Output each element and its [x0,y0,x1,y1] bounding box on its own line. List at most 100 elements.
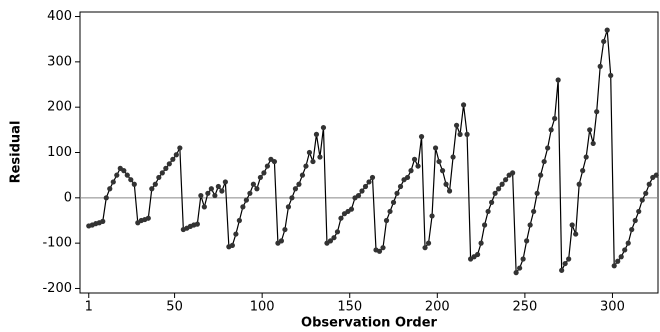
data-point [622,247,628,253]
data-point [482,222,488,228]
data-point [618,254,624,260]
data-point [121,168,127,174]
data-point [289,195,295,201]
data-point [474,251,481,258]
data-point [292,186,299,192]
data-point [306,149,313,156]
data-point [432,145,439,151]
data-point [436,158,442,165]
data-point [548,127,554,133]
data-point [198,192,204,199]
data-point [243,197,249,203]
data-point [369,174,376,181]
data-point [545,145,551,151]
data-point [327,238,334,244]
x-tick-label: 300 [600,300,625,315]
data-point [594,109,600,115]
data-point [103,195,109,201]
data-point [559,267,565,273]
data-point [611,263,617,269]
data-point [590,140,596,147]
data-point [566,256,572,262]
data-point [299,172,306,178]
data-point [397,183,404,190]
data-point [236,217,242,224]
data-point [254,186,260,192]
data-point [429,213,435,219]
data-point [562,260,568,267]
data-point [376,248,383,254]
series-line [88,29,657,275]
data-point [439,168,446,174]
y-tick-label: 200 [47,100,72,115]
data-point [355,192,362,199]
data-point [205,190,211,196]
y-tick-label: 0 [64,190,72,205]
data-point [387,208,393,215]
data-point [233,231,239,237]
data-point [152,181,158,187]
data-point [194,221,200,227]
data-point [653,172,659,178]
data-point [257,174,264,181]
data-point [569,222,575,228]
data-point [156,174,162,181]
data-point [107,186,113,192]
data-point [366,179,372,185]
data-point [296,181,302,187]
data-point [334,229,341,235]
data-point [404,174,411,181]
x-tick-label: 150 [337,300,362,315]
data-point [240,204,246,210]
data-point [646,181,652,187]
data-point [131,181,137,187]
data-point [576,181,582,187]
data-point [317,154,323,160]
data-point [524,238,530,244]
data-point [608,72,614,79]
data-point [457,131,463,137]
data-point [531,208,537,215]
data-point [453,122,460,128]
x-axis-title: Observation Order [301,316,438,331]
y-axis-title: Residual [9,121,24,184]
data-point [632,217,638,224]
data-point [513,270,519,276]
data-point [285,204,292,210]
data-point [583,154,589,160]
data-point [534,190,540,196]
data-point [573,231,579,237]
data-point [303,163,309,169]
y-tick-label: -100 [42,236,72,251]
data-point [219,188,225,194]
data-point [229,242,235,249]
x-tick-label: 250 [512,300,537,315]
data-point [212,192,218,199]
data-point [159,170,165,176]
x-tick-label: 100 [250,300,275,315]
data-point [636,208,642,215]
y-tick-label: 100 [47,145,72,160]
data-point [411,156,418,162]
y-tick-label: -200 [42,281,72,296]
data-point [177,145,183,151]
x-tick-label: 1 [85,300,93,315]
data-point [478,240,484,246]
data-point [552,115,558,122]
data-point [460,102,467,108]
data-point [215,183,221,190]
data-point [124,172,130,178]
data-point [643,190,649,196]
data-point [510,170,516,176]
data-point [208,186,214,192]
data-point [264,163,271,169]
data-point [538,172,544,178]
data-point [173,152,179,158]
x-tick-label: 50 [166,300,183,315]
data-point [496,186,502,192]
data-point [145,215,151,221]
data-point [114,172,120,178]
data-point [489,199,495,205]
data-point [390,199,397,205]
